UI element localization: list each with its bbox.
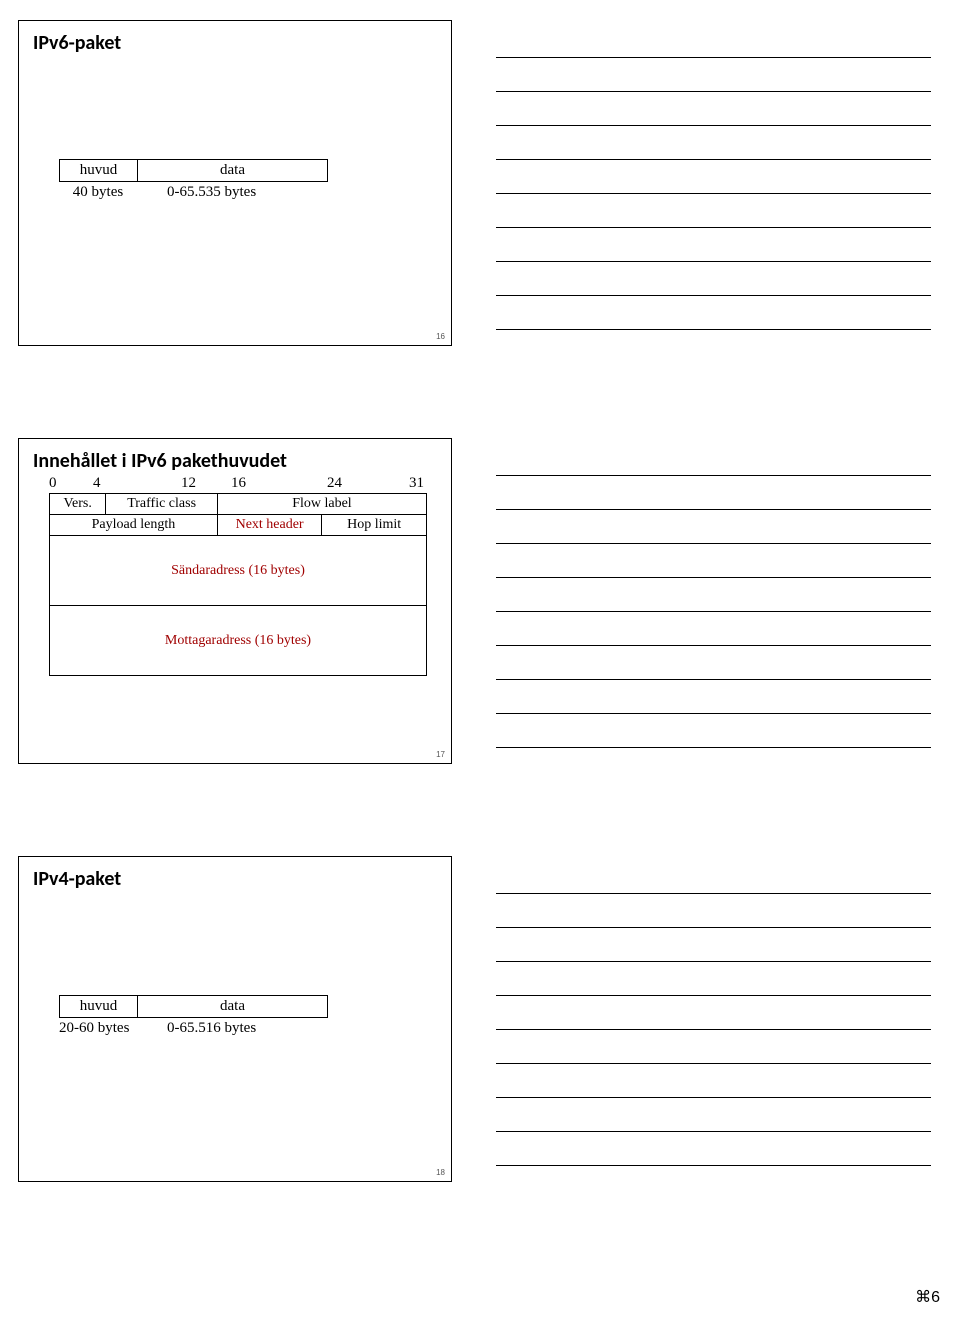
scale-4: 4 — [93, 475, 101, 492]
slide1-huvud-cell: huvud — [60, 160, 138, 182]
ipv6-header-table: Vers. Traffic class Flow label Payload l… — [49, 493, 427, 676]
note-line — [496, 646, 931, 680]
note-line — [496, 860, 931, 894]
note-line — [496, 714, 931, 748]
slide3-title: IPv4-paket — [33, 867, 121, 891]
note-line — [496, 962, 931, 996]
slide2-title: Innehållet i IPv6 pakethuvudet — [33, 449, 287, 473]
notes-3 — [496, 860, 931, 1166]
note-line — [496, 612, 931, 646]
slide1-num: 16 — [436, 332, 445, 341]
slide2-bit-scale: 0 4 12 16 24 31 — [49, 475, 429, 493]
scale-0: 0 — [49, 475, 57, 492]
slide1-data-cell: data — [138, 160, 328, 182]
note-line — [496, 510, 931, 544]
slide3-packet-table: huvud data — [59, 995, 328, 1018]
notes-2 — [496, 442, 931, 748]
note-line — [496, 578, 931, 612]
slide3-sub1: 20-60 bytes — [59, 1020, 149, 1037]
slide1-sub1: 40 bytes — [59, 184, 137, 201]
note-line — [496, 228, 931, 262]
note-line — [496, 476, 931, 510]
slide-1: IPv6-paket huvud data 40 bytes 0-65.535 … — [18, 20, 452, 346]
note-line — [496, 92, 931, 126]
slide3-num: 18 — [436, 1168, 445, 1177]
slide1-packet-table: huvud data — [59, 159, 328, 182]
hdr-vers: Vers. — [50, 494, 106, 515]
note-line — [496, 160, 931, 194]
page-number: 6 — [931, 1289, 940, 1306]
note-line — [496, 1064, 931, 1098]
slide3-sub2: 0-65.516 bytes — [149, 1020, 327, 1037]
slide-3: IPv4-paket huvud data 20-60 bytes 0-65.5… — [18, 856, 452, 1182]
note-line — [496, 996, 931, 1030]
hdr-hop-limit: Hop limit — [322, 515, 427, 536]
page-footer: ⌘6 — [915, 1287, 940, 1307]
note-line — [496, 544, 931, 578]
note-line — [496, 194, 931, 228]
slide3-data-cell: data — [138, 996, 328, 1018]
notes-1 — [496, 24, 931, 330]
note-line — [496, 126, 931, 160]
hdr-flow-label: Flow label — [217, 494, 426, 515]
note-line — [496, 680, 931, 714]
note-line — [496, 296, 931, 330]
hdr-payload-length: Payload length — [50, 515, 218, 536]
note-line — [496, 1132, 931, 1166]
note-line — [496, 24, 931, 58]
hdr-next-header: Next header — [217, 515, 321, 536]
note-line — [496, 262, 931, 296]
scale-24: 24 — [327, 475, 342, 492]
slide2-num: 17 — [436, 750, 445, 759]
scale-16: 16 — [231, 475, 246, 492]
slide1-sub2: 0-65.535 bytes — [137, 184, 327, 201]
hdr-dst-addr: Mottagaradress (16 bytes) — [50, 606, 427, 676]
hdr-src-addr: Sändaradress (16 bytes) — [50, 536, 427, 606]
note-line — [496, 442, 931, 476]
scale-31: 31 — [409, 475, 424, 492]
slide3-huvud-cell: huvud — [60, 996, 138, 1018]
hdr-traffic-class: Traffic class — [106, 494, 218, 515]
note-line — [496, 58, 931, 92]
note-line — [496, 928, 931, 962]
note-line — [496, 894, 931, 928]
note-line — [496, 1098, 931, 1132]
slide-2: Innehållet i IPv6 pakethuvudet 0 4 12 16… — [18, 438, 452, 764]
note-line — [496, 1030, 931, 1064]
scale-12: 12 — [181, 475, 196, 492]
slide1-title: IPv6-paket — [33, 31, 121, 55]
command-icon: ⌘ — [915, 1289, 931, 1306]
